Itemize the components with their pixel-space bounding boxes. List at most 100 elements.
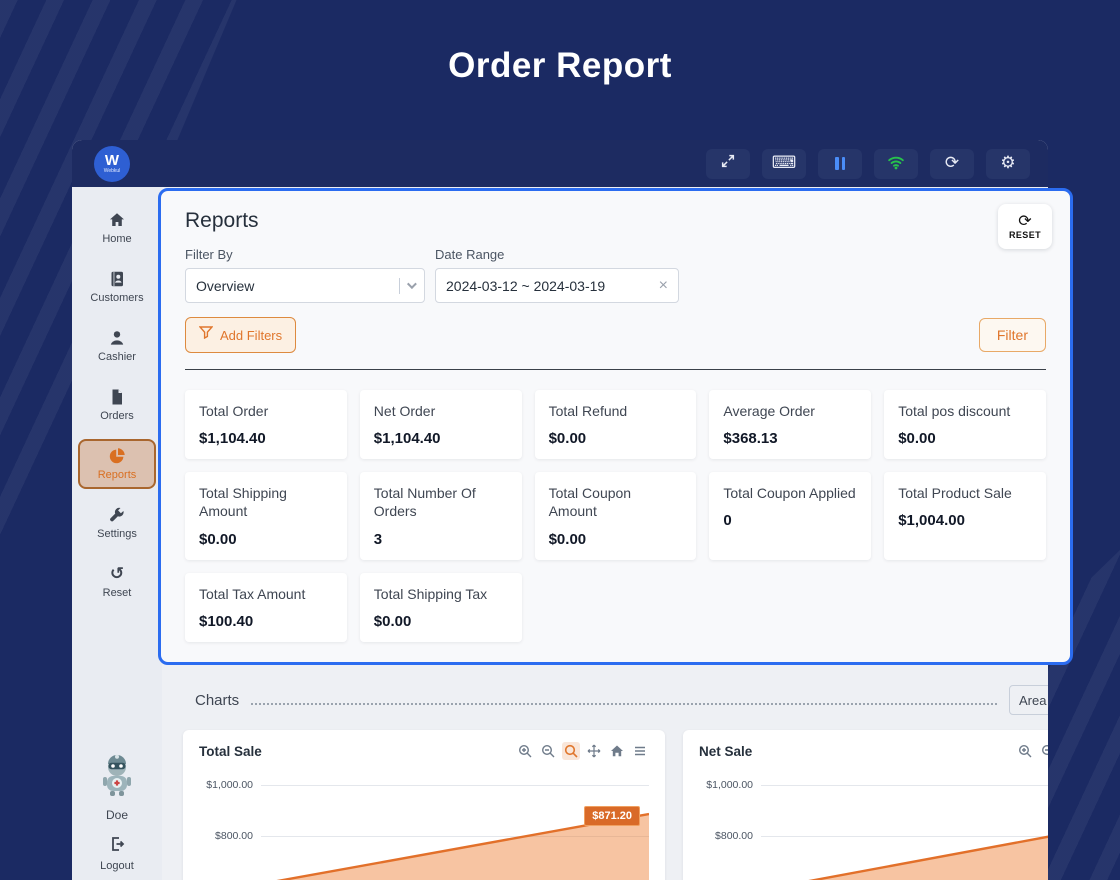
stat-card-total-number-of-orders: Total Number Of Orders 3 [359,472,522,560]
total-sale-area-series [276,812,649,880]
chart-toolbar [516,742,649,760]
stat-card-total-shipping-tax: Total Shipping Tax $0.00 [359,572,522,642]
logo-text: Webkul [103,168,121,174]
refresh-button[interactable]: ⟳ [930,148,974,179]
charts-header: Charts Area Chart [195,685,1048,715]
net-sale-plot[interactable]: $1,000.00 $800.00 [699,772,1048,880]
clear-date-icon[interactable]: × [658,276,668,294]
sidebar: Home Customers [72,187,162,880]
stat-value: $1,104.40 [199,430,266,448]
total-sale-chart-card: Total Sale [183,730,665,880]
keyboard-icon: ⌨ [771,153,797,173]
reset-button-label: RESET [1008,230,1041,240]
sidebar-item-reports[interactable]: Reports [78,439,156,489]
zoom-out-icon[interactable] [1039,742,1048,760]
chart-tooltip: $871.20 [584,806,640,826]
sidebar-item-orders[interactable]: Orders [78,380,156,430]
user-name: Doe [105,808,128,822]
chart-title: Net Sale [699,743,753,759]
pan-icon[interactable] [585,742,603,760]
fullscreen-icon [720,153,736,174]
stat-label: Total Product Sale [898,485,1012,502]
zoom-in-icon[interactable] [516,742,534,760]
reports-icon [108,447,126,465]
keyboard-button[interactable]: ⌨ [762,148,806,179]
logout-button[interactable]: Logout [100,836,134,872]
net-sale-area-series [808,835,1048,880]
cashier-icon [108,329,126,347]
settings-button[interactable]: ⚙ [986,148,1030,179]
fullscreen-button[interactable] [706,148,750,179]
main-content: Charts Area Chart Total Sale [162,187,1048,880]
stat-card-total-product-sale: Total Product Sale $1,004.00 [884,472,1046,560]
filter-by-select[interactable]: Overview [185,268,425,303]
stat-value: 3 [373,530,383,548]
charts-section-title: Charts [195,691,240,709]
gridline [261,836,649,837]
stat-card-total-coupon-applied: Total Coupon Applied 0 [709,472,872,560]
stats-grid: Total Order $1,104.40 Net Order $1,104.4… [185,390,1046,642]
logo-letter: W [104,152,120,169]
stat-card-total-coupon-amount: Total Coupon Amount $0.00 [534,472,697,560]
stat-value: $0.00 [199,530,237,548]
gridline [761,785,1048,786]
filter-button[interactable]: Filter [978,318,1046,352]
stat-label: Total Coupon Applied [723,485,856,502]
sidebar-item-home[interactable]: Home [78,203,156,253]
sidebar-item-label: Cashier [98,351,136,363]
stat-value: $0.00 [548,430,587,448]
y-axis-tick: $800.00 [715,830,753,842]
total-sale-plot[interactable]: $1,000.00 $800.00 $871.20 [199,772,649,880]
stat-value: $0.00 [898,430,936,448]
reset-icon: ↺ [109,563,125,584]
stat-value: $100.40 [199,612,254,630]
wrench-icon [108,506,126,524]
stat-card-total-shipping-amount: Total Shipping Amount $0.00 [185,472,347,560]
stat-value: $0.00 [548,530,587,548]
home-reset-icon[interactable] [608,742,626,760]
date-range-input[interactable]: 2024-03-12 ~ 2024-03-19 × [435,268,679,303]
page-title: Order Report [448,46,672,85]
app-topbar: W Webkul ⌨ [72,140,1048,187]
sidebar-item-settings[interactable]: Settings [78,498,156,548]
charts-row: Total Sale [183,730,1048,880]
net-sale-chart-card: Net Sale [683,730,1048,880]
y-axis-tick: $1,000.00 [706,779,753,791]
sidebar-item-cashier[interactable]: Cashier [78,321,156,371]
add-filters-button[interactable]: Add Filters [185,317,297,353]
menu-icon[interactable] [631,742,649,760]
sidebar-item-reset[interactable]: ↺ Reset [78,557,156,607]
stat-card-net-order: Net Order $1,104.40 [359,390,522,460]
reset-filters-button[interactable]: ⟳ RESET [998,204,1052,249]
stat-value: $1,004.00 [898,512,965,530]
section-divider [185,369,1046,370]
chart-type-select[interactable]: Area Chart [1009,685,1048,715]
customers-icon [108,270,126,288]
reports-title: Reports [185,209,259,232]
add-filters-label: Add Filters [220,327,283,343]
pause-button[interactable] [818,148,862,179]
sidebar-item-label: Home [102,233,132,245]
filter-by-label: Filter By [185,247,233,262]
filter-by-group: Filter By Overview [185,247,425,303]
zoom-in-icon[interactable] [1016,742,1034,760]
wifi-button[interactable] [874,148,918,179]
y-axis-tick: $800.00 [215,830,253,842]
actions-row: Add Filters Filter [185,317,1046,353]
stat-card-total-pos-discount: Total pos discount $0.00 [884,390,1046,460]
reports-panel: Reports ⟳ RESET Filter By Overview Date … [158,188,1073,665]
stat-label: Total Shipping Amount [199,485,287,520]
gear-icon: ⚙ [1000,153,1016,173]
box-zoom-icon[interactable] [562,742,580,760]
home-icon [108,211,126,229]
stat-value: $0.00 [373,612,412,630]
sidebar-item-customers[interactable]: Customers [78,262,156,312]
chart-toolbar [1016,742,1048,760]
stat-label: Average Order [723,403,815,419]
reset-circle-icon: ⟳ [1018,211,1032,230]
sidebar-item-label: Settings [97,528,137,540]
zoom-out-icon[interactable] [539,742,557,760]
orders-icon [108,388,126,406]
user-avatar [94,753,140,804]
